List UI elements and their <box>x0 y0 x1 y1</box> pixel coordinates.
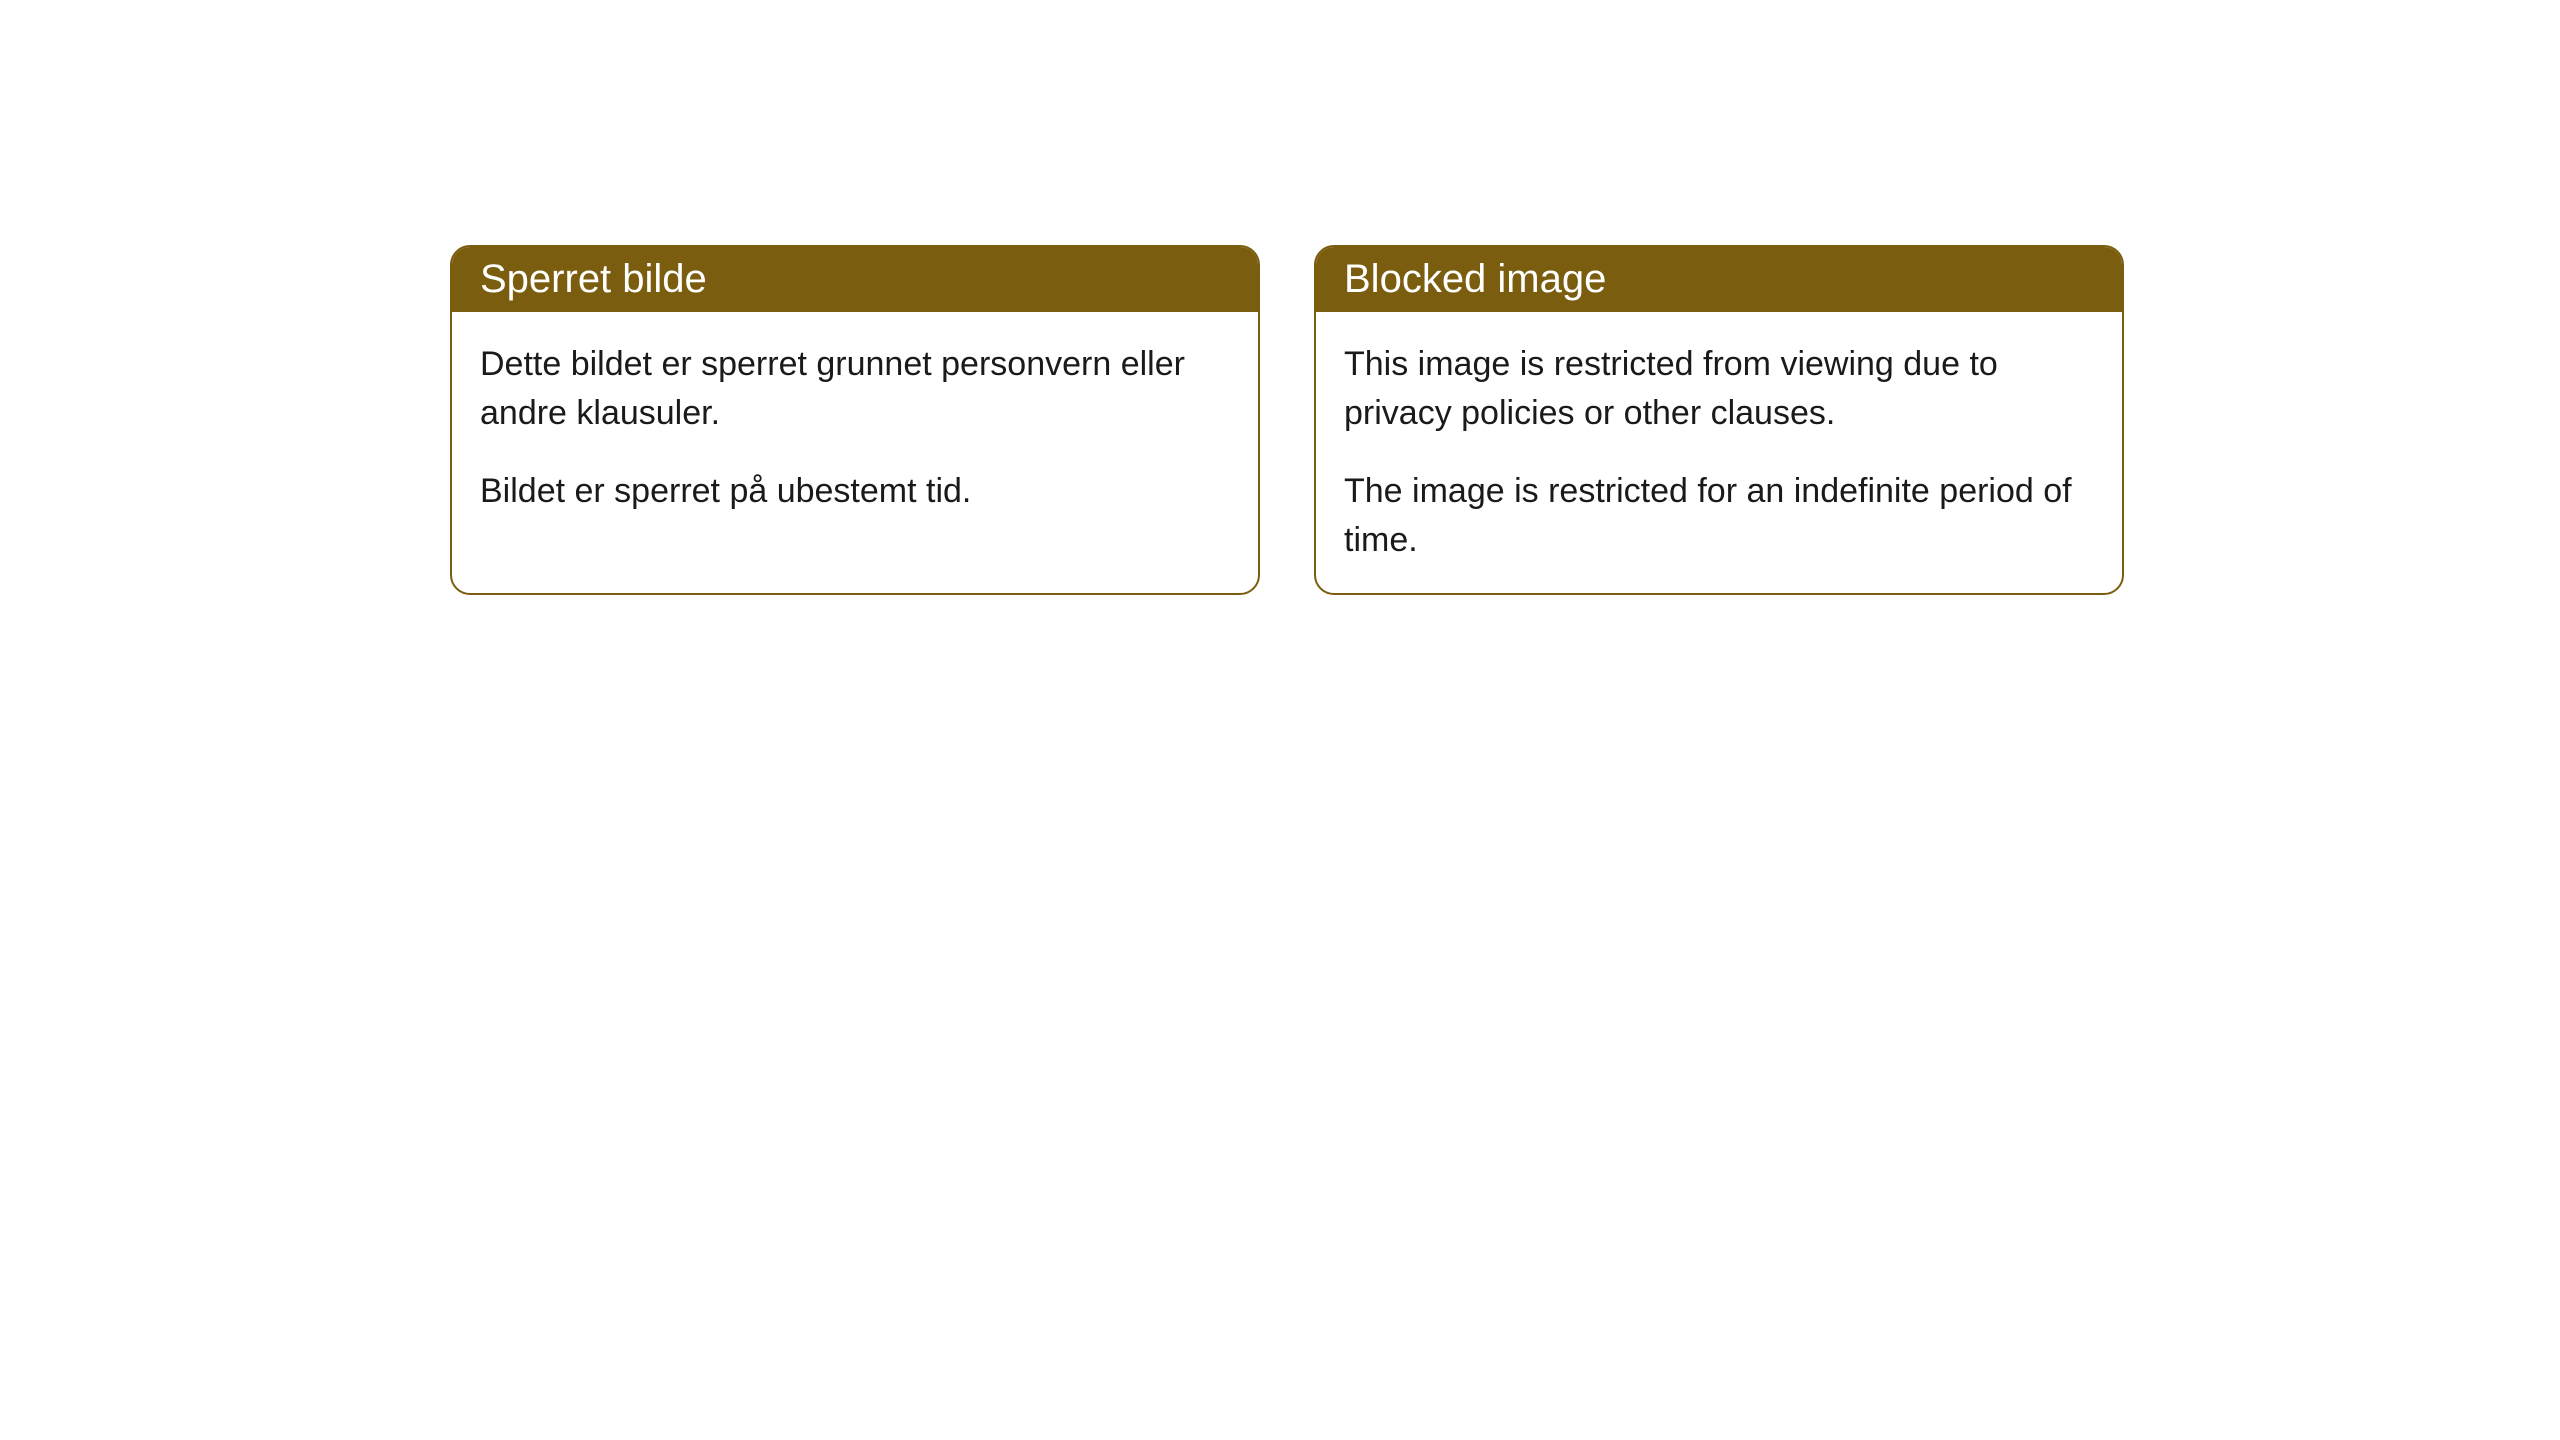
card-header: Blocked image <box>1316 247 2122 312</box>
blocked-image-card-english: Blocked image This image is restricted f… <box>1314 245 2124 595</box>
card-body: Dette bildet er sperret grunnet personve… <box>452 312 1258 544</box>
card-title: Blocked image <box>1344 257 1606 301</box>
card-paragraph-2: Bildet er sperret på ubestemt tid. <box>480 467 1230 516</box>
cards-container: Sperret bilde Dette bildet er sperret gr… <box>450 245 2124 595</box>
card-paragraph-1: This image is restricted from viewing du… <box>1344 340 2094 439</box>
card-paragraph-2: The image is restricted for an indefinit… <box>1344 467 2094 566</box>
card-title: Sperret bilde <box>480 257 707 301</box>
card-header: Sperret bilde <box>452 247 1258 312</box>
card-paragraph-1: Dette bildet er sperret grunnet personve… <box>480 340 1230 439</box>
blocked-image-card-norwegian: Sperret bilde Dette bildet er sperret gr… <box>450 245 1260 595</box>
card-body: This image is restricted from viewing du… <box>1316 312 2122 593</box>
